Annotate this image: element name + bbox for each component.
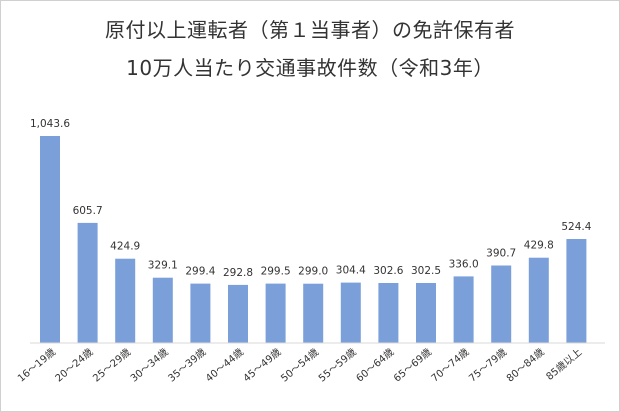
bar bbox=[40, 136, 60, 343]
bar bbox=[303, 283, 324, 343]
bar bbox=[528, 257, 549, 343]
data-label: 424.9 bbox=[110, 241, 140, 253]
data-label: 292.8 bbox=[223, 267, 253, 279]
x-tick-label: 16～19歳 bbox=[15, 346, 58, 384]
data-label: 302.6 bbox=[373, 265, 403, 277]
data-label: 299.5 bbox=[261, 266, 291, 278]
data-label: 299.0 bbox=[298, 266, 328, 278]
data-label: 302.5 bbox=[411, 265, 441, 277]
x-tick-label: 25～29歳 bbox=[91, 346, 134, 384]
data-label: 304.4 bbox=[336, 265, 366, 277]
x-tick-label: 30～34歳 bbox=[128, 346, 171, 384]
data-label: 605.7 bbox=[73, 205, 103, 217]
x-tick-label: 80～84歳 bbox=[504, 346, 547, 384]
bar bbox=[152, 277, 173, 343]
bar bbox=[77, 222, 98, 343]
chart-title: 原付以上運転者（第１当事者）の免許保有者 bbox=[105, 18, 515, 42]
data-label: 1,043.6 bbox=[30, 118, 70, 130]
x-tick-label: 20～24歳 bbox=[53, 346, 96, 384]
data-label: 299.4 bbox=[185, 266, 215, 278]
bar bbox=[190, 283, 211, 343]
bar bbox=[416, 283, 436, 343]
x-tick-label: 85歳以上 bbox=[544, 346, 584, 383]
bar bbox=[340, 282, 361, 343]
data-label: 390.7 bbox=[486, 248, 516, 260]
bar bbox=[228, 284, 248, 343]
data-label: 336.0 bbox=[449, 258, 479, 270]
x-tick-label: 55～59歳 bbox=[316, 346, 359, 384]
x-tick-label: 50～54歳 bbox=[279, 346, 322, 384]
bar bbox=[453, 276, 474, 343]
x-tick-label: 40～44歳 bbox=[203, 346, 246, 384]
chart-subtitle: 10万人当たり交通事故件数（令和3年） bbox=[126, 56, 494, 80]
data-label: 429.8 bbox=[524, 240, 554, 252]
x-tick-label: 75～79歳 bbox=[467, 346, 510, 384]
bar bbox=[265, 283, 286, 343]
x-tick-label: 35～39歳 bbox=[166, 346, 209, 384]
data-label: 329.1 bbox=[148, 260, 178, 272]
x-tick-label: 60～64歳 bbox=[354, 346, 397, 384]
data-label: 524.4 bbox=[561, 221, 591, 233]
x-tick-label: 65～69歳 bbox=[391, 346, 434, 384]
bar bbox=[491, 265, 512, 343]
x-tick-label: 45～49歳 bbox=[241, 346, 284, 384]
bar bbox=[378, 283, 399, 343]
bar bbox=[115, 258, 136, 343]
x-tick-label: 70～74歳 bbox=[429, 346, 472, 384]
bar bbox=[566, 239, 587, 343]
